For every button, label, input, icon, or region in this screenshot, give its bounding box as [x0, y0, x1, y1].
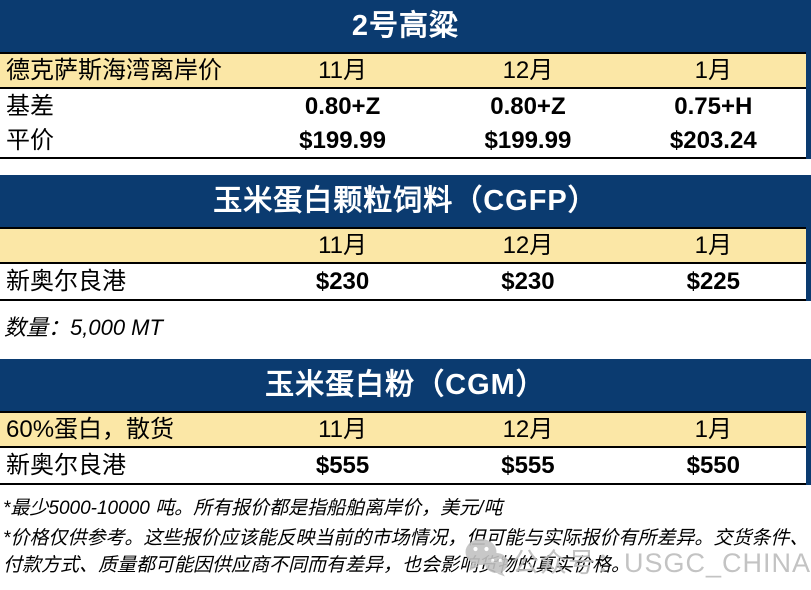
section-sorghum-rows: 德克萨斯海湾离岸价 11月 12月 1月 基差 0.80+Z 0.80+Z 0.…	[0, 52, 811, 159]
quantity-note: 数量：5,000 MT	[4, 315, 163, 340]
section-cgm: 玉米蛋白粉（CGM） 60%蛋白，散货 11月 12月 1月 新奥尔良港 $55…	[0, 359, 811, 485]
section-title: 玉米蛋白粉（CGM）	[265, 369, 546, 401]
row-label: 基差	[6, 92, 54, 120]
table-row: 平价 $199.99 $199.99 $203.24	[0, 124, 806, 159]
month-header: 12月	[502, 56, 554, 84]
section-cgm-rows: 60%蛋白，散货 11月 12月 1月 新奥尔良港 $555 $555 $550	[0, 411, 811, 485]
month-header: 1月	[694, 415, 732, 443]
section-cgm-title-bar: 玉米蛋白粉（CGM）	[0, 359, 811, 411]
section-sorghum-title-bar: 2号高粱	[0, 0, 811, 52]
cell-value: $199.99	[484, 126, 572, 154]
table-header-row: 德克萨斯海湾离岸价 11月 12月 1月	[0, 52, 806, 89]
month-header: 1月	[694, 56, 732, 84]
cell-value: $230	[315, 267, 370, 295]
table-row: 新奥尔良港 $230 $230 $225	[0, 264, 806, 301]
header-label	[0, 229, 250, 262]
cell-value: $230	[501, 267, 555, 295]
footnotes: *最少5000-10000 吨。所有报价都是指船舶离岸价，美元/吨 *价格仅供参…	[3, 495, 811, 579]
cell-value: 0.80+Z	[490, 92, 566, 120]
month-header: 11月	[318, 231, 367, 259]
section-sorghum: 2号高粱 德克萨斯海湾离岸价 11月 12月 1月 基差 0.80+Z 0.80…	[0, 0, 811, 159]
cell-value: $550	[686, 451, 740, 479]
month-header: 1月	[694, 231, 732, 259]
cell-value: 0.75+H	[674, 92, 753, 120]
row-label: 新奥尔良港	[6, 267, 126, 295]
cell-value: 0.80+Z	[304, 92, 381, 120]
footnote-disclaimer: *价格仅供参考。这些报价应该能反映当前的市场情况，但可能与实际报价有所差异。交货…	[3, 528, 809, 576]
cell-value: $555	[501, 451, 555, 479]
month-header: 12月	[502, 415, 554, 443]
cell-value: $555	[315, 451, 370, 479]
section-title: 2号高粱	[351, 10, 460, 42]
row-label: 新奥尔良港	[6, 451, 126, 479]
table-row: 新奥尔良港 $555 $555 $550	[0, 448, 806, 485]
section-cgfp: 玉米蛋白颗粒饲料（CGFP） 11月 12月 1月 新奥尔良港 $230 $23…	[0, 175, 811, 301]
table-header-row: 60%蛋白，散货 11月 12月 1月	[0, 411, 806, 448]
footnote-minimum-quantity: *最少5000-10000 吨。所有报价都是指船舶离岸价，美元/吨	[3, 498, 503, 519]
month-header: 12月	[502, 231, 554, 259]
row-label: 平价	[6, 126, 54, 154]
section-title: 玉米蛋白颗粒饲料（CGFP）	[213, 185, 598, 217]
cell-value: $225	[686, 267, 740, 295]
cell-value: $199.99	[299, 126, 386, 154]
section-cgfp-rows: 11月 12月 1月 新奥尔良港 $230 $230 $225	[0, 227, 811, 301]
section-cgfp-title-bar: 玉米蛋白颗粒饲料（CGFP）	[0, 175, 811, 227]
table-row: 基差 0.80+Z 0.80+Z 0.75+H	[0, 89, 806, 124]
cell-value: $203.24	[669, 126, 757, 154]
header-label: 60%蛋白，散货	[6, 415, 175, 443]
month-header: 11月	[318, 56, 367, 84]
table-header-row: 11月 12月 1月	[0, 227, 806, 264]
header-label: 德克萨斯海湾离岸价	[6, 56, 222, 84]
month-header: 11月	[318, 415, 367, 443]
